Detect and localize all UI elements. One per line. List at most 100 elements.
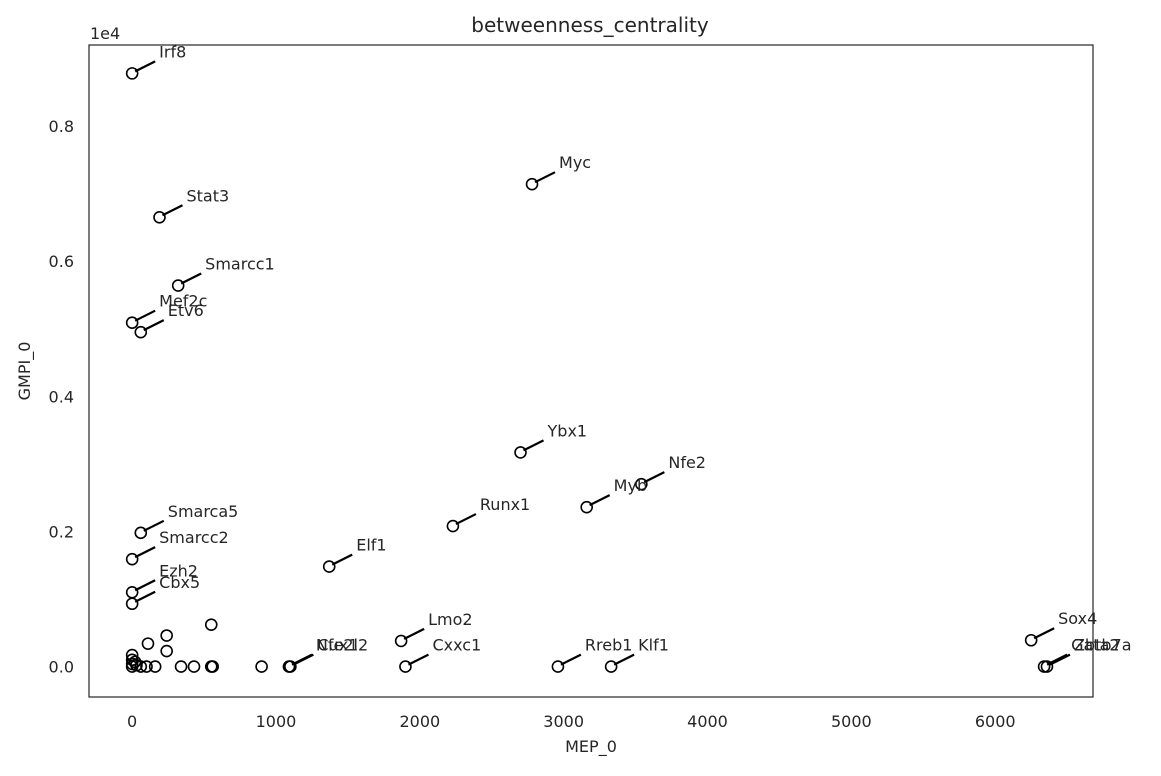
label-leader-line xyxy=(134,546,156,559)
data-point xyxy=(322,560,336,573)
data-point xyxy=(134,660,148,673)
label-leader-line xyxy=(613,653,635,666)
x-tick-label: 5000 xyxy=(831,712,872,731)
label-leader-line xyxy=(534,171,556,184)
point-label: Etv6 xyxy=(168,301,204,320)
data-point xyxy=(1040,660,1054,673)
chart-title: betweenness_centrality xyxy=(471,13,709,37)
data-point xyxy=(446,519,460,533)
data-point xyxy=(134,526,148,540)
point-label: Myb xyxy=(614,476,647,495)
label-leader-line xyxy=(403,627,425,640)
data-point xyxy=(1024,633,1038,647)
data-point xyxy=(284,660,297,673)
label-leader-line xyxy=(407,653,429,666)
label-leader-line xyxy=(134,60,156,73)
point-label: Gata2 xyxy=(1071,636,1119,655)
point-label: Elf1 xyxy=(356,536,386,555)
data-point xyxy=(635,477,648,491)
label-leader-line xyxy=(134,309,156,322)
point-label: Zbtb7a xyxy=(1074,636,1132,655)
point-label: Cux1 xyxy=(317,636,358,655)
point-label: Lmo2 xyxy=(428,610,472,629)
data-point xyxy=(604,660,618,673)
data-point xyxy=(551,660,565,673)
data-point xyxy=(580,500,593,514)
label-leader-line xyxy=(1033,627,1055,640)
x-tick-label: 3000 xyxy=(543,712,584,731)
point-label: Cxxc1 xyxy=(432,636,481,655)
label-leader-line xyxy=(1046,653,1068,666)
y-tick-label: 0.4 xyxy=(49,387,74,406)
label-leader-line xyxy=(589,494,611,507)
x-tick-label: 0 xyxy=(127,712,137,731)
data-point xyxy=(125,585,139,599)
y-axis-ticks: 0.0 0.2 0.4 0.6 0.8 xyxy=(49,117,74,677)
data-point xyxy=(174,660,188,673)
data-point xyxy=(134,325,148,339)
x-tick-label: 2000 xyxy=(399,712,440,731)
point-label: Stat3 xyxy=(186,186,229,205)
label-leader-line xyxy=(560,653,582,666)
point-label: Nfe2l2 xyxy=(316,636,368,655)
data-point xyxy=(125,316,139,329)
y-tick-label: 0.0 xyxy=(49,658,74,677)
data-point xyxy=(125,597,139,611)
point-label: Irf8 xyxy=(159,42,186,61)
point-label: Nfe2 xyxy=(668,453,706,472)
data-point xyxy=(394,634,408,648)
data-point xyxy=(171,279,185,292)
point-label: Mef2c xyxy=(159,292,207,311)
label-leader-line xyxy=(180,272,202,285)
point-label: Myc xyxy=(559,153,591,172)
data-point xyxy=(141,637,155,650)
y-axis-offset-label: 1e4 xyxy=(90,24,120,43)
point-label: Ezh2 xyxy=(159,561,198,580)
x-axis-ticks: 0 1000 2000 3000 4000 5000 6000 xyxy=(127,712,1015,731)
label-leader-line xyxy=(455,513,477,526)
data-point xyxy=(187,660,201,673)
label-leader-line xyxy=(161,204,183,217)
x-tick-label: 6000 xyxy=(975,712,1016,731)
x-axis-label: MEP_0 xyxy=(565,737,617,757)
data-point xyxy=(125,660,139,673)
data-point xyxy=(255,660,268,673)
data-point xyxy=(160,629,173,642)
label-leader-line xyxy=(143,319,165,332)
data-point xyxy=(160,644,173,658)
data-point xyxy=(148,660,162,673)
data-point xyxy=(525,177,539,191)
point-label: Smarcc2 xyxy=(159,528,229,547)
point-label: Ybx1 xyxy=(547,421,588,440)
label-leader-line xyxy=(331,553,353,566)
data-point xyxy=(125,552,139,566)
y-axis-label: GMPI_0 xyxy=(15,342,35,401)
x-tick-label: 1000 xyxy=(256,712,297,731)
point-label: Cbx5 xyxy=(159,573,200,592)
point-label: Rreb1 xyxy=(585,636,633,655)
x-tick-label: 4000 xyxy=(687,712,728,731)
label-leader-line xyxy=(292,653,314,666)
y-tick-label: 0.2 xyxy=(49,522,74,541)
data-point xyxy=(125,67,139,80)
point-label: Smarcc1 xyxy=(205,255,275,274)
data-point xyxy=(204,618,218,632)
point-label: Klf1 xyxy=(638,636,669,655)
label-leader-line xyxy=(143,519,165,532)
y-tick-label: 0.6 xyxy=(49,252,74,271)
data-point xyxy=(514,446,527,459)
label-leader-line xyxy=(134,579,156,592)
point-label: Runx1 xyxy=(480,495,530,514)
label-leader-line xyxy=(134,590,156,603)
plot-area xyxy=(88,44,1094,698)
label-leader-line xyxy=(523,439,545,452)
point-label: Sox4 xyxy=(1058,609,1097,628)
data-point xyxy=(153,210,166,224)
point-label: Smarca5 xyxy=(168,502,239,521)
label-leader-line xyxy=(643,471,665,484)
label-leader-line xyxy=(1049,653,1071,666)
y-tick-label: 0.8 xyxy=(49,117,74,136)
